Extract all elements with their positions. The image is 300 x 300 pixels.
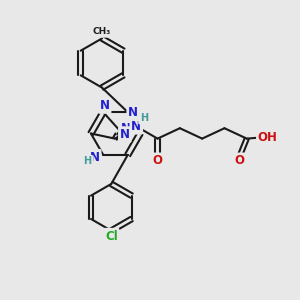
Text: N: N — [100, 99, 110, 112]
Text: O: O — [234, 154, 244, 167]
Text: CH₃: CH₃ — [93, 27, 111, 36]
Text: OH: OH — [258, 130, 278, 144]
Text: N: N — [128, 106, 138, 119]
Text: N: N — [121, 122, 131, 136]
Text: H: H — [140, 113, 148, 123]
Text: H: H — [83, 156, 92, 167]
Text: N: N — [131, 120, 141, 133]
Text: Cl: Cl — [105, 230, 118, 243]
Text: O: O — [153, 154, 163, 167]
Text: N: N — [90, 151, 100, 164]
Text: N: N — [120, 128, 130, 141]
